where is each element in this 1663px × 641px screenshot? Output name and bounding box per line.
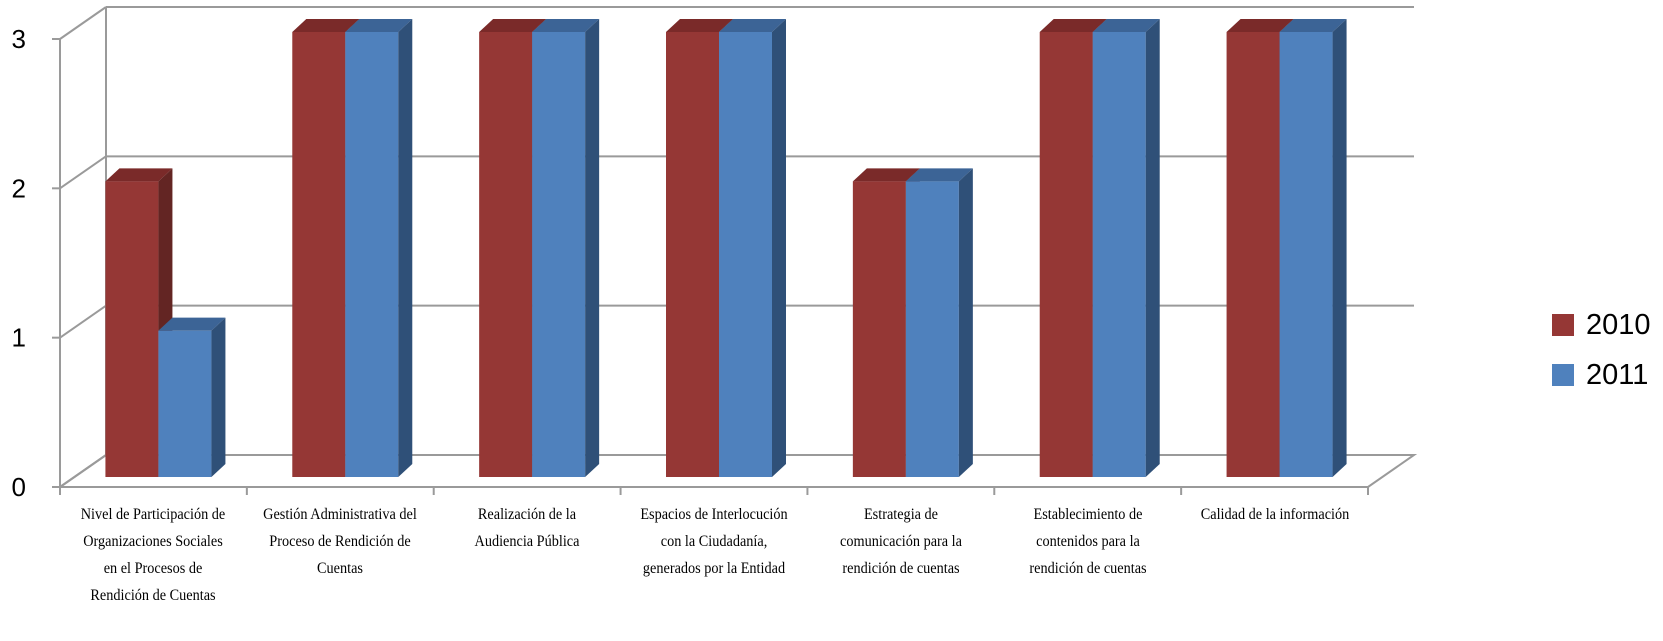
x-tick-label: Calidad de la información <box>1187 501 1362 528</box>
bar-top <box>719 19 786 32</box>
chart-bars <box>105 19 1347 478</box>
x-tick-label-line: Organizaciones Sociales <box>83 533 224 550</box>
bar-side <box>772 19 786 477</box>
x-tick-label-line: Nivel de Participación de <box>81 506 226 523</box>
bar-2011-1 <box>158 317 226 477</box>
x-tick-label-line: Rendición de Cuentas <box>90 587 216 604</box>
bar-2011-6 <box>1092 19 1160 477</box>
x-tick-label-line: rendición de cuentas <box>1029 560 1147 577</box>
bar-top <box>1092 19 1160 32</box>
gridline-diagonal <box>59 454 107 488</box>
legend-swatch-2010 <box>1552 314 1574 336</box>
bar-top <box>1226 19 1294 32</box>
y-tick-label: 2 <box>12 173 26 203</box>
bar-front <box>1279 32 1333 477</box>
x-tick-label-line: generados por la Entidad <box>642 560 786 577</box>
bar-top <box>532 19 600 32</box>
bar-2011-3 <box>532 19 600 477</box>
x-tick-label: Espacios de Interlocución con la Ciudadan… <box>627 501 802 582</box>
bar-top <box>905 168 973 182</box>
legend-label-2010: 2010 <box>1586 308 1651 341</box>
gridline-diagonal <box>59 304 107 339</box>
bar-top <box>158 317 226 331</box>
legend: 2010 2011 <box>1552 300 1651 400</box>
x-tick-label-line: rendición de cuentas <box>842 560 960 577</box>
bar-top <box>852 168 920 182</box>
bar-front <box>852 181 906 478</box>
bar-top <box>1039 19 1107 32</box>
y-tick-label: 3 <box>12 24 26 54</box>
bar-front <box>1092 32 1146 477</box>
bar-front <box>666 32 719 477</box>
bar-top <box>666 19 733 32</box>
y-tick-label: 0 <box>12 472 26 502</box>
bar-top <box>292 19 360 32</box>
legend-label-2011: 2011 <box>1586 358 1649 391</box>
bar-front <box>105 181 159 478</box>
y-tick-label: 1 <box>12 323 26 353</box>
bar-front <box>1039 32 1093 477</box>
bar-front <box>479 32 533 477</box>
x-tick-label-line: Calidad de la información <box>1200 506 1349 523</box>
bar-front <box>719 32 772 477</box>
bar-2011-7 <box>1279 19 1347 477</box>
x-tick-label-line: contenidos para la <box>1035 533 1140 550</box>
bar-front <box>292 32 346 477</box>
bar-2011-2 <box>345 19 413 477</box>
bar-front <box>532 32 586 477</box>
bar-front <box>905 181 959 478</box>
x-tick-label: Nivel de Participación de Organizaciones … <box>66 501 241 609</box>
bar-side <box>211 317 226 477</box>
bar-2011-4 <box>719 19 786 477</box>
x-tick-label: Gestión Administrativa del Proceso de Ren… <box>253 501 428 582</box>
x-tick-label-line: Estrategia de <box>863 506 938 523</box>
x-tick-label-line: Proceso de Rendición de <box>269 533 411 550</box>
bar-top <box>105 168 173 182</box>
bar-side <box>398 19 413 477</box>
x-tick-label-line: Espacios de Interlocución <box>640 506 788 523</box>
gridline-diagonal <box>59 155 107 190</box>
x-tick-label: Estrategia de comunicación para la rendici… <box>813 501 988 582</box>
bar-side <box>958 168 973 478</box>
legend-item-2011: 2011 <box>1552 350 1651 400</box>
bar-side <box>1145 19 1160 477</box>
bar-front <box>345 32 399 477</box>
x-tick-label: Realización de la Audiencia Pública <box>440 501 615 555</box>
x-tick-label-line: Realización de la <box>478 506 577 523</box>
x-tick-label-line: Audiencia Pública <box>474 533 580 550</box>
gridline-diagonal <box>59 6 107 40</box>
y-axis-ticks: 0 1 2 3 <box>12 24 26 502</box>
x-tick-label-line: Establecimiento de <box>1033 506 1143 523</box>
bar-top <box>345 19 413 32</box>
bar-front <box>158 330 212 477</box>
bar-side <box>1332 19 1347 477</box>
bar-front <box>1226 32 1280 477</box>
legend-item-2010: 2010 <box>1552 300 1651 350</box>
x-tick-label-line: con la Ciudadanía, <box>660 533 768 550</box>
bar-top <box>479 19 547 32</box>
bar-2011-5 <box>905 168 973 478</box>
x-tick-label: Establecimiento de contenidos para la rend… <box>1000 501 1175 582</box>
x-tick-label-line: en el Procesos de <box>104 560 203 577</box>
x-tick-label-line: Gestión Administrativa del <box>263 506 418 523</box>
x-tick-label-line: comunicación para la <box>839 533 962 550</box>
legend-swatch-2011 <box>1552 364 1574 386</box>
bar-side <box>585 19 600 477</box>
x-tick-label-line: Cuentas <box>317 560 364 577</box>
bar-top <box>1279 19 1347 32</box>
